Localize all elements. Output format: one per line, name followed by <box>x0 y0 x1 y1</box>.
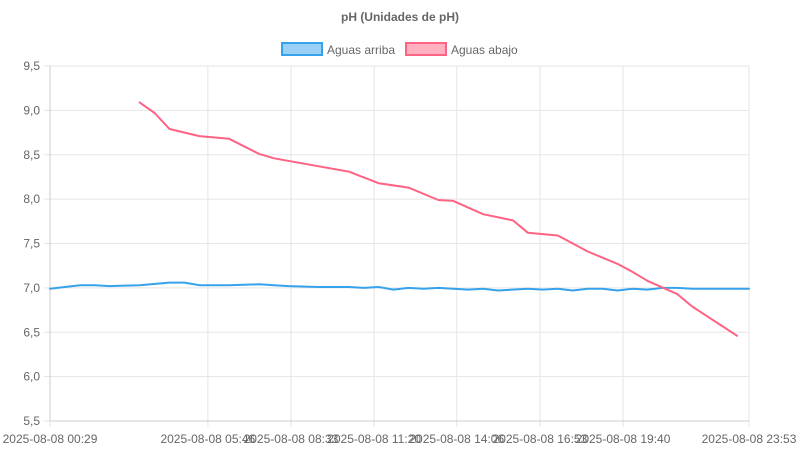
x-tick-label: 2025-08-08 00:29 <box>3 432 98 446</box>
legend-label-aguas-abajo: Aguas abajo <box>451 43 518 57</box>
legend-item-aguas-abajo[interactable]: Aguas abajo <box>405 42 518 57</box>
y-tick-label: 7,0 <box>23 281 40 295</box>
x-tick-label: 2025-08-08 23:53 <box>702 432 797 446</box>
y-tick-label: 7,5 <box>23 237 40 251</box>
y-tick-label: 8,5 <box>23 148 40 162</box>
chart-title: pH (Unidades de pH) <box>341 10 459 24</box>
x-tick-label: 2025-08-08 19:40 <box>576 432 671 446</box>
y-tick-label: 6,5 <box>23 325 40 339</box>
x-tick-label: 2025-08-08 11:20 <box>327 432 421 446</box>
y-tick-label: 6,0 <box>23 370 40 384</box>
legend-label-aguas-arriba: Aguas arriba <box>327 43 395 57</box>
grid <box>44 65 750 427</box>
legend-swatch-aguas-abajo <box>405 42 447 56</box>
y-tick-label: 8,0 <box>23 192 40 206</box>
x-tick-label: 2025-08-08 16:53 <box>493 432 588 446</box>
series-line-aguas-arriba[interactable] <box>49 281 750 292</box>
legend-item-aguas-arriba[interactable]: Aguas arriba <box>281 42 395 57</box>
x-tick-label: 2025-08-08 14:06 <box>409 432 504 446</box>
axes: 9,5 9,0 8,5 8,0 7,5 7,0 6,5 6,0 5,5 2025-08-08 00… <box>3 59 797 446</box>
legend-swatch-aguas-arriba <box>281 42 323 56</box>
series <box>49 101 750 337</box>
y-tick-label: 9,5 <box>23 59 40 73</box>
y-tick-label: 5,5 <box>23 414 40 428</box>
x-tick-label: 2025-08-08 08:33 <box>244 432 339 446</box>
y-tick-label: 9,0 <box>23 103 40 117</box>
x-tick-label: 2025-08-08 05:46 <box>160 432 255 446</box>
legend: Aguas arriba Aguas abajo <box>281 42 518 57</box>
series-line-aguas-abajo[interactable] <box>138 101 739 337</box>
